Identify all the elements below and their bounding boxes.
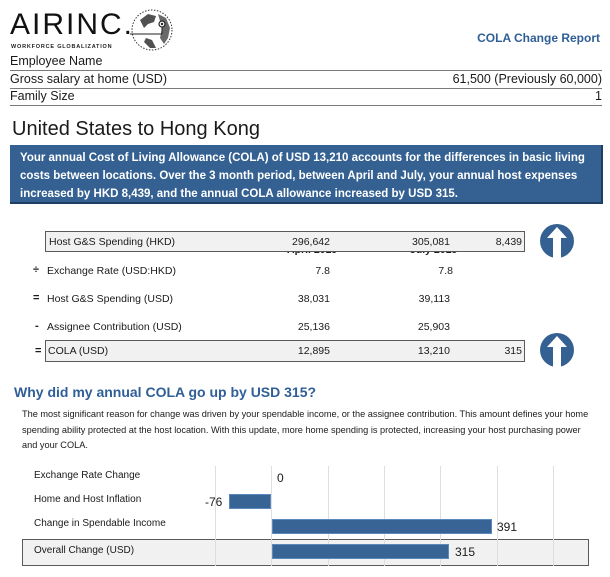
route-title: United States to Hong Kong bbox=[12, 118, 260, 140]
arrow-up-icon bbox=[540, 333, 574, 367]
divider bbox=[10, 70, 602, 71]
july-value: 305,081 bbox=[412, 236, 450, 248]
grid-line bbox=[497, 466, 498, 566]
family-size-value: 1 bbox=[595, 89, 602, 103]
grid-line-zero bbox=[271, 466, 272, 566]
bar-value-label: 0 bbox=[277, 471, 284, 485]
employee-name-label: Employee Name bbox=[10, 54, 103, 68]
grid-line bbox=[384, 466, 385, 566]
globe-icon bbox=[130, 9, 173, 51]
why-title: Why did my annual COLA go up by USD 315? bbox=[14, 384, 317, 400]
chart-category-label: Change in Spendable Income bbox=[34, 518, 166, 529]
bar-home-host-inflation bbox=[229, 494, 271, 509]
airinc-logo: AIRINC. WORKFORCE GLOBALIZATION bbox=[10, 8, 173, 52]
change-value: 315 bbox=[504, 345, 522, 357]
arrow-up-icon bbox=[540, 224, 574, 258]
logo-subtitle: WORKFORCE GLOBALIZATION bbox=[11, 44, 113, 50]
bar-value-label: 315 bbox=[455, 545, 476, 559]
summary-text: Your annual Cost of Living Allowance (CO… bbox=[20, 152, 585, 200]
april-value: 7.8 bbox=[315, 265, 330, 277]
equals-operator: = bbox=[33, 292, 40, 304]
july-value: 39,113 bbox=[418, 293, 450, 305]
april-value: 25,136 bbox=[297, 321, 330, 333]
gross-salary-label: Gross salary at home (USD) bbox=[10, 72, 167, 86]
equals-operator: = bbox=[35, 345, 42, 357]
gross-salary-row: Gross salary at home (USD) 61,500 (Previ… bbox=[10, 71, 602, 88]
family-size-label: Family Size bbox=[10, 89, 75, 103]
summary-banner: Your annual Cost of Living Allowance (CO… bbox=[10, 145, 603, 204]
grid-line bbox=[328, 466, 329, 566]
row-label: Host G&S Spending (HKD) bbox=[49, 236, 176, 248]
april-value: 12,895 bbox=[297, 345, 330, 357]
row-label: Assignee Contribution (USD) bbox=[47, 321, 182, 333]
grid-line bbox=[440, 466, 441, 566]
bar-value-label: 391 bbox=[497, 520, 518, 534]
chart-category-label: Overall Change (USD) bbox=[34, 545, 135, 556]
row-label: COLA (USD) bbox=[48, 345, 109, 357]
july-value: 7.8 bbox=[438, 265, 453, 277]
july-value: 13,210 bbox=[417, 345, 450, 357]
divider bbox=[10, 88, 602, 89]
chart-category-label: Home and Host Inflation bbox=[34, 494, 142, 505]
divider bbox=[10, 105, 602, 106]
april-value: 38,031 bbox=[297, 293, 330, 305]
april-value: 296,642 bbox=[292, 236, 330, 248]
cola-usd-box bbox=[45, 340, 525, 362]
bar-overall-change bbox=[272, 544, 449, 559]
row-label: Host G&S Spending (USD) bbox=[47, 293, 174, 305]
july-value: 25,903 bbox=[417, 321, 450, 333]
grid-line bbox=[215, 466, 216, 566]
family-size-row: Family Size 1 bbox=[10, 88, 602, 105]
divide-operator: ÷ bbox=[33, 264, 40, 276]
bar-value-label: -76 bbox=[205, 495, 223, 509]
host-spending-hkd-box bbox=[45, 231, 525, 252]
why-body: The most significant reason for change w… bbox=[22, 409, 589, 450]
bar-spendable-income bbox=[272, 519, 492, 534]
row-label: Exchange Rate (USD:HKD) bbox=[47, 265, 176, 277]
minus-operator: - bbox=[35, 320, 39, 332]
employee-name-row: Employee Name bbox=[10, 53, 602, 70]
change-value: 8,439 bbox=[495, 236, 522, 248]
logo-text: AIRINC. bbox=[10, 8, 135, 41]
chart-category-label: Exchange Rate Change bbox=[34, 470, 141, 481]
report-title: COLA Change Report bbox=[477, 31, 600, 45]
grid-line bbox=[553, 466, 554, 566]
gross-salary-value: 61,500 (Previously 60,000) bbox=[452, 72, 602, 86]
